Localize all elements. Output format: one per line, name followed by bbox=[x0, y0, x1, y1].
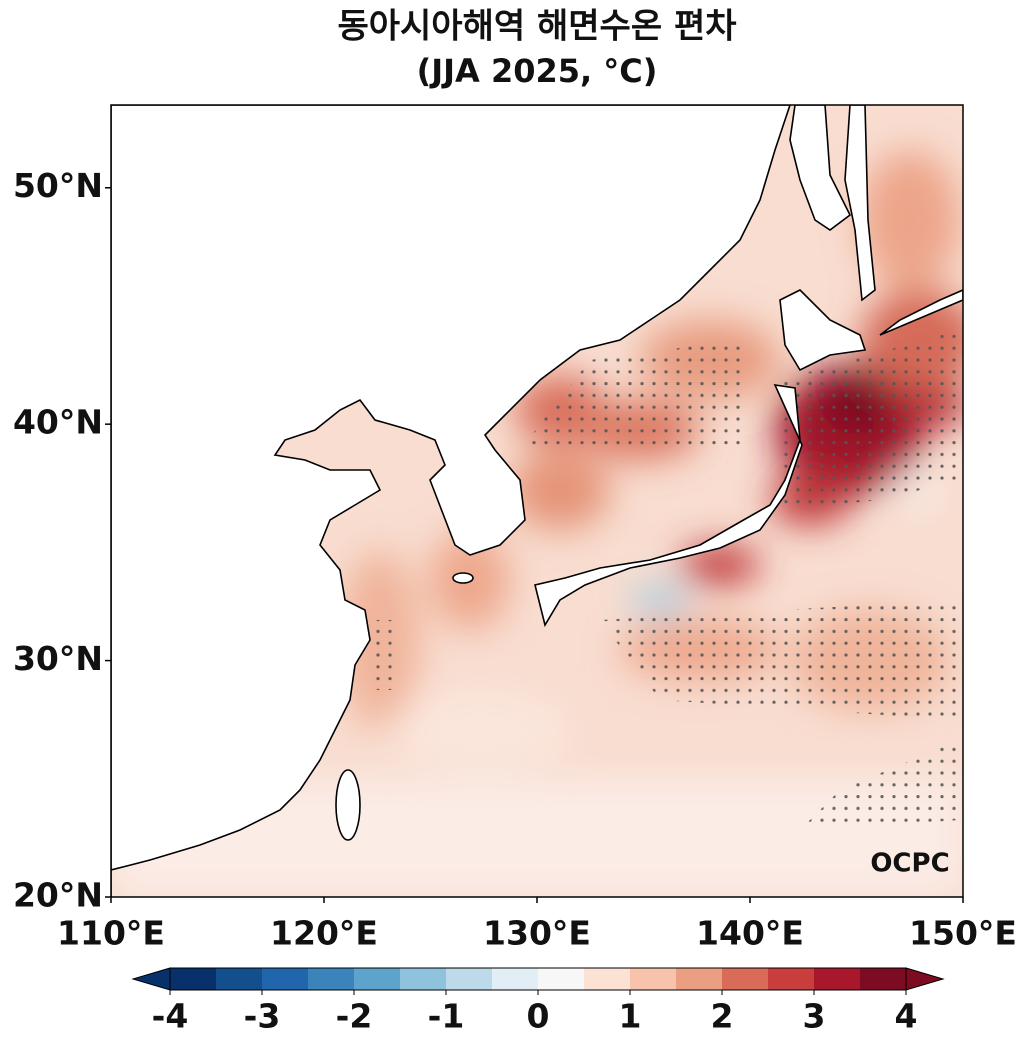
land bbox=[111, 105, 963, 897]
y-tick-label: 40°N bbox=[13, 403, 103, 442]
colorbar-tick-label: 4 bbox=[895, 997, 918, 1036]
colorbar-segment bbox=[216, 968, 263, 990]
x-tick-label: 110°E bbox=[57, 914, 165, 953]
colorbar-segment bbox=[262, 968, 309, 990]
x-tick-label: 140°E bbox=[696, 914, 804, 953]
colorbar-segment bbox=[400, 968, 447, 990]
colorbar-segment bbox=[354, 968, 401, 990]
colorbar-tick-label: 3 bbox=[803, 997, 826, 1036]
colorbar-extend-low bbox=[131, 967, 171, 991]
colorbar-extend-high bbox=[905, 967, 945, 991]
colorbar-segment bbox=[814, 968, 861, 990]
colorbar-tick-label: 2 bbox=[711, 997, 734, 1036]
colorbar-segment bbox=[860, 968, 907, 990]
colorbar-segment bbox=[768, 968, 815, 990]
colorbar-segment bbox=[538, 968, 585, 990]
colorbar-segment bbox=[630, 968, 677, 990]
colorbar-tick-label: -2 bbox=[336, 997, 373, 1036]
colorbar-segment bbox=[446, 968, 493, 990]
colorbar-tick-label: 1 bbox=[619, 997, 642, 1036]
colorbar-segment bbox=[170, 968, 217, 990]
colorbar-segment bbox=[722, 968, 769, 990]
logo: OCPC bbox=[870, 849, 949, 879]
chart-subtitle: (JJA 2025, °C) bbox=[417, 52, 658, 90]
colorbar-segment bbox=[584, 968, 631, 990]
colorbar-tick-label: -1 bbox=[428, 997, 465, 1036]
colorbar-segment bbox=[676, 968, 723, 990]
colorbar-segment bbox=[308, 968, 355, 990]
x-tick-label: 120°E bbox=[270, 914, 378, 953]
y-tick-label: 20°N bbox=[13, 876, 103, 915]
y-tick-label: 30°N bbox=[13, 639, 103, 678]
colorbar-tick-label: -3 bbox=[244, 997, 281, 1036]
colorbar-tick-label: -4 bbox=[152, 997, 189, 1036]
sst-field bbox=[111, 105, 963, 897]
colorbar-tick-label: 0 bbox=[527, 997, 550, 1036]
x-tick-label: 150°E bbox=[909, 914, 1017, 953]
y-tick-label: 50°N bbox=[13, 166, 103, 205]
colorbar-segment bbox=[492, 968, 539, 990]
chart-title: 동아시아해역 해면수온 편차 bbox=[337, 7, 736, 47]
x-tick-label: 130°E bbox=[483, 914, 591, 953]
